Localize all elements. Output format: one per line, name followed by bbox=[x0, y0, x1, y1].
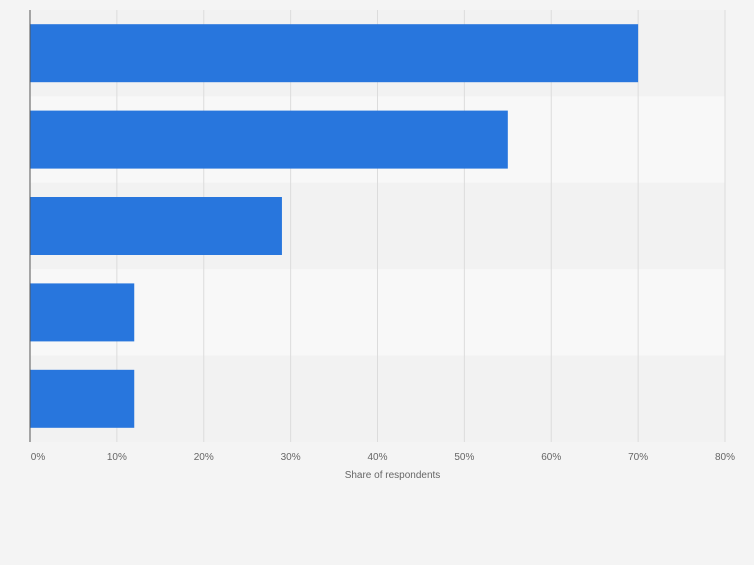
x-tick-label: 0% bbox=[31, 452, 46, 463]
bar bbox=[30, 24, 639, 83]
bar bbox=[30, 369, 135, 428]
bar bbox=[30, 283, 135, 342]
x-axis-title: Share of respondents bbox=[345, 470, 441, 481]
x-tick-label: 70% bbox=[628, 452, 648, 463]
x-tick-label: 60% bbox=[541, 452, 561, 463]
bar bbox=[30, 197, 282, 255]
x-tick-label: 80% bbox=[715, 452, 735, 463]
x-tick-label: 20% bbox=[194, 452, 214, 463]
x-tick-label: 50% bbox=[454, 452, 474, 463]
bars bbox=[30, 24, 639, 428]
x-tick-labels: 0% 10% 20% 30% 40% 50% 60% 70% 80% bbox=[31, 452, 735, 463]
x-tick-label: 10% bbox=[107, 452, 127, 463]
bar bbox=[30, 110, 508, 169]
x-tick-label: 40% bbox=[367, 452, 387, 463]
x-tick-label: 30% bbox=[281, 452, 301, 463]
